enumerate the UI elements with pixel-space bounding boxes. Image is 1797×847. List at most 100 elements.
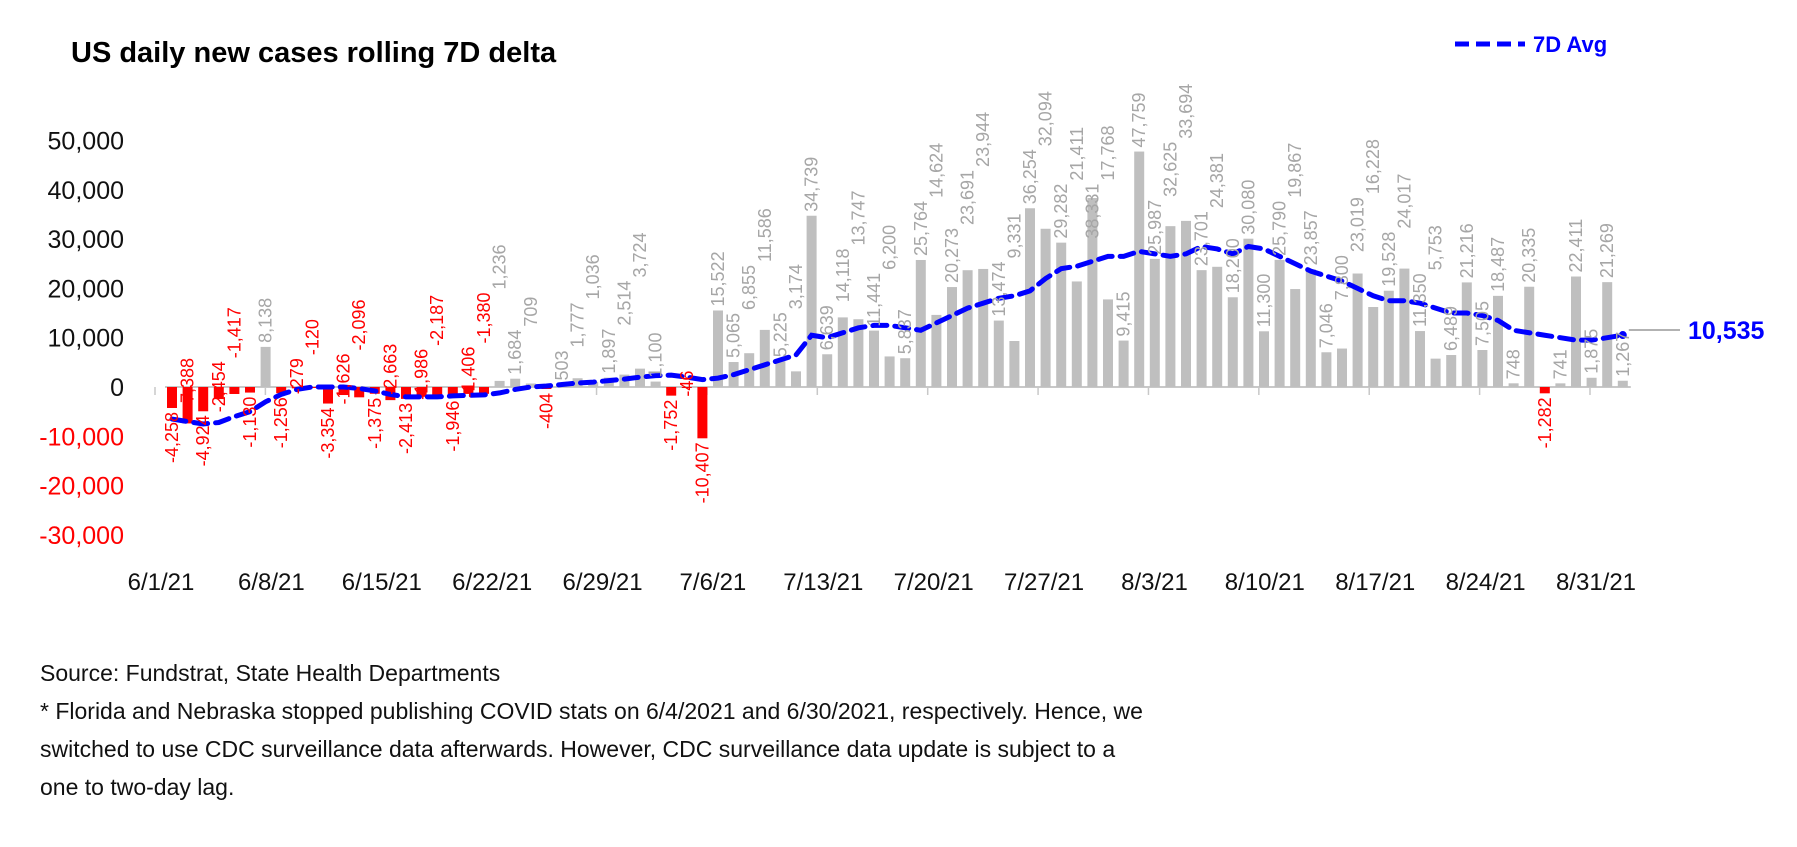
avg-line-end-point bbox=[1618, 331, 1627, 340]
x-tick-label: 7/13/21 bbox=[783, 569, 863, 596]
data-label: 7,046 bbox=[1316, 303, 1336, 348]
x-tick-label: 6/22/21 bbox=[452, 569, 532, 596]
positive-bar bbox=[494, 380, 505, 387]
data-label: 503 bbox=[552, 350, 572, 380]
data-label: 23,857 bbox=[1301, 210, 1321, 265]
positive-bar bbox=[1134, 151, 1145, 387]
avg-line-series bbox=[169, 243, 1680, 427]
legend-label: 7D Avg bbox=[1533, 32, 1607, 57]
x-tick-label: 7/6/21 bbox=[680, 569, 747, 596]
source-note: Source: Fundstrat, State Health Departme… bbox=[40, 660, 501, 686]
positive-bar bbox=[1430, 358, 1441, 387]
x-tick-label: 6/8/21 bbox=[238, 569, 305, 596]
data-label: 25,790 bbox=[1270, 201, 1290, 256]
y-tick-label: 30,000 bbox=[48, 226, 124, 254]
data-label: 11,586 bbox=[755, 208, 775, 262]
y-tick-label: -30,000 bbox=[39, 522, 124, 550]
negative-bar bbox=[432, 387, 443, 398]
positive-bar bbox=[993, 320, 1004, 387]
data-label: 17,768 bbox=[1098, 126, 1118, 181]
positive-bar bbox=[791, 371, 801, 387]
data-label: 16,228 bbox=[1363, 139, 1383, 194]
legend: 7D Avg bbox=[1455, 32, 1607, 57]
positive-bar bbox=[759, 329, 770, 387]
data-label: -2,187 bbox=[427, 295, 447, 346]
data-label: 1,100 bbox=[646, 333, 666, 378]
positive-bar bbox=[1259, 331, 1269, 387]
x-tick-label: 6/1/21 bbox=[128, 569, 195, 596]
positive-bar bbox=[1477, 350, 1488, 387]
data-label: 6,855 bbox=[739, 265, 759, 310]
positive-bar bbox=[1103, 299, 1113, 387]
data-label: 6,639 bbox=[817, 305, 837, 350]
y-tick-label: 20,000 bbox=[48, 275, 124, 303]
x-tick-label: 7/27/21 bbox=[1004, 569, 1084, 596]
x-tick-label: 7/20/21 bbox=[894, 569, 974, 596]
data-label: -4,258 bbox=[162, 412, 182, 463]
data-label: 741 bbox=[1550, 349, 1570, 379]
positive-bar bbox=[775, 361, 786, 387]
data-label: 5,065 bbox=[724, 313, 744, 358]
negative-bar bbox=[198, 387, 209, 412]
data-label: 33,694 bbox=[1176, 84, 1196, 139]
footnote-line: switched to use CDC surveillance data af… bbox=[40, 736, 1116, 762]
data-labels: -4,258 -7,388 -4,924 -2,454 -1,417 -1,130 8,13… bbox=[162, 84, 1633, 504]
chart: US daily new cases rolling 7D delta 7D A… bbox=[39, 32, 1765, 596]
negative-bar bbox=[401, 387, 411, 399]
data-label: 36,254 bbox=[1020, 149, 1040, 204]
x-tick-label: 8/17/21 bbox=[1335, 569, 1415, 596]
data-label: 1,777 bbox=[568, 302, 588, 347]
data-label: 1,236 bbox=[490, 244, 510, 289]
data-label: -2,413 bbox=[396, 403, 416, 454]
negative-bar bbox=[182, 387, 193, 424]
data-label: 14,118 bbox=[833, 249, 853, 303]
positive-bar bbox=[1181, 220, 1191, 387]
data-label: 47,759 bbox=[1129, 92, 1149, 147]
data-label: 748 bbox=[1504, 349, 1524, 379]
positive-bar bbox=[884, 356, 895, 387]
positive-bar bbox=[744, 353, 755, 387]
positive-bar bbox=[1025, 208, 1035, 387]
data-label: -404 bbox=[536, 393, 556, 429]
positive-bar bbox=[1071, 281, 1082, 387]
data-label: 5,753 bbox=[1426, 225, 1446, 270]
data-label: -4,924 bbox=[193, 415, 213, 466]
positive-bar bbox=[900, 358, 911, 387]
data-label: -1,256 bbox=[271, 397, 291, 448]
data-label: 7,505 bbox=[1472, 301, 1492, 346]
data-label: 32,094 bbox=[1036, 91, 1056, 146]
positive-bar bbox=[572, 378, 583, 387]
positive-bar bbox=[1617, 380, 1628, 387]
data-label: 13,747 bbox=[848, 190, 868, 245]
x-tick-label: 8/24/21 bbox=[1446, 569, 1526, 596]
bar-series bbox=[167, 151, 1628, 439]
positive-bar bbox=[853, 319, 864, 387]
negative-bar bbox=[416, 387, 427, 397]
negative-bar bbox=[276, 387, 287, 394]
positive-bar bbox=[713, 310, 723, 387]
negative-bar bbox=[681, 387, 692, 388]
data-label: -120 bbox=[302, 319, 322, 355]
last-value-label: 10,535 bbox=[1688, 317, 1765, 345]
data-label: -1,752 bbox=[661, 400, 681, 451]
positive-bar bbox=[510, 378, 521, 387]
data-label: -1,417 bbox=[224, 307, 244, 358]
negative-bar bbox=[213, 387, 224, 400]
data-label: 19,528 bbox=[1379, 232, 1399, 287]
data-label: -1,986 bbox=[412, 349, 432, 400]
data-label: 38,331 bbox=[1082, 184, 1102, 239]
y-tick-label: -20,000 bbox=[39, 473, 124, 501]
positive-bar bbox=[1383, 290, 1394, 387]
data-label: -10,407 bbox=[692, 442, 712, 503]
positive-bar bbox=[962, 270, 973, 387]
avg-line bbox=[169, 243, 1626, 427]
positive-bar bbox=[915, 259, 926, 387]
data-label: -1,626 bbox=[334, 353, 354, 404]
positive-bar bbox=[1305, 269, 1316, 387]
notes: Source: Fundstrat, State Health Departme… bbox=[40, 654, 1740, 806]
positive-bar bbox=[1227, 297, 1238, 387]
data-label: 23,019 bbox=[1348, 197, 1368, 252]
data-label: 22,411 bbox=[1566, 219, 1586, 273]
footnote-line: * Florida and Nebraska stopped publishin… bbox=[40, 698, 1143, 724]
positive-bar bbox=[1602, 282, 1613, 387]
